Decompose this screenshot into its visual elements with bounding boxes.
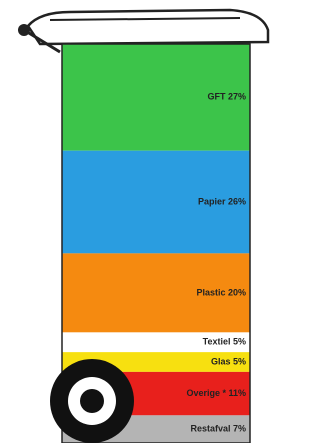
segment-label: Textiel 5% [203, 337, 246, 347]
chart: GFT 27% Papier 26% Plastic 20% Textiel 5% Gl… [0, 0, 280, 443]
lid [28, 10, 268, 44]
hub [80, 389, 104, 413]
segment-label: GFT 27% [207, 92, 246, 102]
segment-label: Restafval 7% [190, 424, 246, 434]
segment-label: Glas 5% [211, 356, 246, 366]
segment-label: Overige * 11% [186, 388, 246, 398]
segment-label: Plastic 20% [196, 287, 246, 297]
segment-label: Papier 26% [198, 196, 246, 206]
wheel [50, 359, 134, 443]
